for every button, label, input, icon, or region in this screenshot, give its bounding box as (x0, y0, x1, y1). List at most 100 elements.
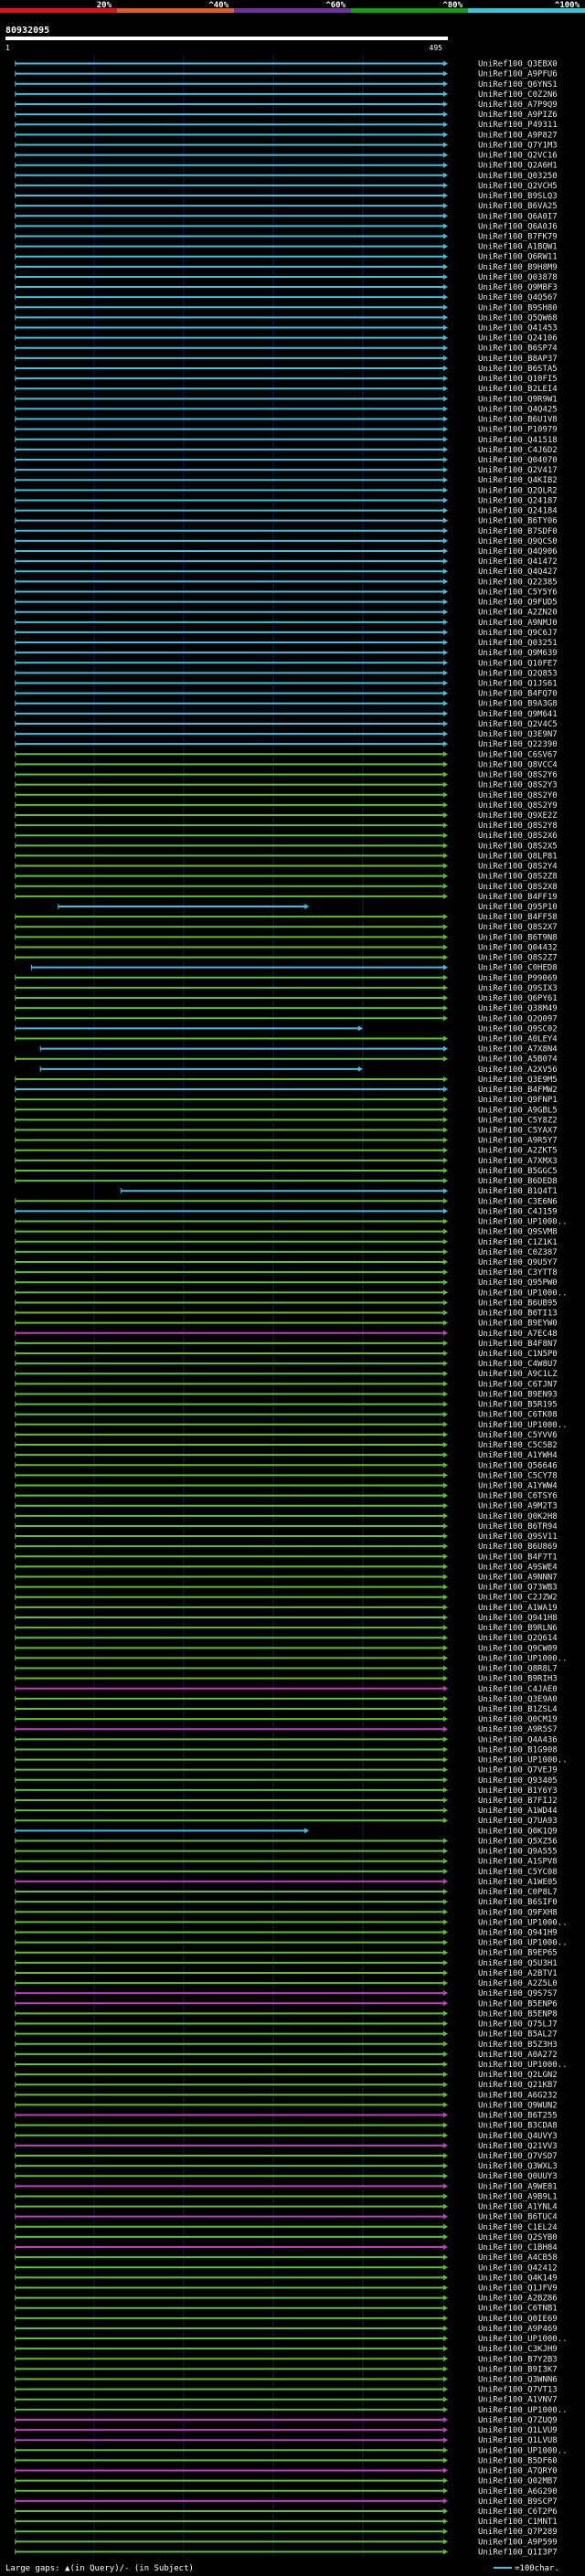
hit-id-label[interactable]: UniRef100_A9PFU6 (478, 70, 558, 80)
hit-id-label[interactable]: UniRef100_Q5XZ56 (478, 1837, 558, 1846)
hit-row[interactable]: UniRef100_C5YAX7 (15, 1127, 558, 1136)
hit-row[interactable]: UniRef100_C5Y5Y6 (15, 588, 558, 597)
hit-id-label[interactable]: UniRef100_Q4Q425 (478, 405, 558, 414)
hit-row[interactable]: UniRef100_B6U1V8 (15, 416, 558, 425)
hit-row[interactable]: UniRef100_Q10FE7 (15, 659, 558, 668)
hit-row[interactable]: UniRef100_Q2SYB0 (15, 2233, 558, 2242)
hit-row[interactable]: UniRef100_Q9R9W1 (15, 395, 558, 404)
hit-id-label[interactable]: UniRef100_A9GBL5 (478, 1106, 558, 1115)
hit-row[interactable]: UniRef100_UP1000.. (15, 1756, 568, 1765)
hit-row[interactable]: UniRef100_A9P599 (15, 2538, 558, 2547)
hit-row[interactable]: UniRef100_Q9XE2Z (15, 811, 558, 821)
hit-id-label[interactable]: UniRef100_Q3EBX0 (478, 60, 558, 69)
hit-row[interactable]: UniRef100_Q41472 (15, 557, 558, 567)
hit-row[interactable]: UniRef100_Q8S2Y9 (15, 801, 558, 811)
hit-row[interactable]: UniRef100_A9GBL5 (15, 1106, 558, 1115)
hit-id-label[interactable]: UniRef100_Q4Q906 (478, 547, 558, 557)
hit-id-label[interactable]: UniRef100_P10979 (478, 426, 558, 435)
hit-row[interactable]: UniRef100_Q41453 (15, 324, 558, 334)
hit-row[interactable]: UniRef100_Q4UVY3 (15, 2132, 558, 2141)
hit-row[interactable]: UniRef100_Q8S2X5 (15, 842, 558, 851)
hit-id-label[interactable]: UniRef100_B4F7T1 (478, 1553, 558, 1562)
hit-row[interactable]: UniRef100_B1G908 (15, 1745, 558, 1754)
hit-row[interactable]: UniRef100_Q2Q097 (15, 1014, 558, 1023)
hit-row[interactable]: UniRef100_Q24187 (15, 496, 558, 505)
hit-id-label[interactable]: UniRef100_C3E6N6 (478, 1197, 558, 1206)
hit-row[interactable]: UniRef100_Q9MBF3 (15, 283, 558, 292)
hit-row[interactable]: UniRef100_A9R5S7 (15, 1725, 558, 1734)
hit-id-label[interactable]: UniRef100_Q9FUD5 (478, 599, 558, 608)
hit-row[interactable]: UniRef100_A1YNL4 (15, 2203, 558, 2212)
hit-row[interactable]: UniRef100_C5Y8Z2 (15, 1116, 558, 1125)
hit-row[interactable]: UniRef100_Q7VSD7 (15, 2152, 558, 2161)
hit-id-label[interactable]: UniRef100_C0P8L7 (478, 1888, 558, 1897)
hit-id-label[interactable]: UniRef100_Q8LP81 (478, 852, 558, 861)
hit-id-label[interactable]: UniRef100_Q2V4C5 (478, 720, 558, 729)
hit-row[interactable]: UniRef100_Q9FXH8 (15, 1908, 558, 1917)
hit-id-label[interactable]: UniRef100_UP1000.. (478, 1918, 568, 1927)
hit-row[interactable]: UniRef100_Q9SC02 (15, 1024, 558, 1034)
hit-row[interactable]: UniRef100_A2XV56 (39, 1065, 558, 1075)
hit-id-label[interactable]: UniRef100_UP1000.. (478, 2446, 568, 2455)
hit-row[interactable]: UniRef100_B9EYW0 (15, 1320, 558, 1329)
hit-id-label[interactable]: UniRef100_B6TUC4 (478, 2213, 558, 2222)
hit-id-label[interactable]: UniRef100_UP1000.. (478, 1756, 568, 1765)
hit-row[interactable]: UniRef100_B4F7T1 (15, 1553, 558, 1562)
hit-row[interactable]: UniRef100_B9EP65 (15, 1949, 558, 1958)
hit-id-label[interactable]: UniRef100_Q7VEJ9 (478, 1766, 558, 1776)
hit-row[interactable]: UniRef100_B6DED8 (15, 1177, 558, 1186)
hit-id-label[interactable]: UniRef100_B5R195 (478, 1401, 558, 1410)
hit-row[interactable]: UniRef100_A1YWW4 (15, 1481, 558, 1490)
hit-id-label[interactable]: UniRef100_Q02MB7 (478, 2477, 558, 2486)
hit-id-label[interactable]: UniRef100_Q03878 (478, 273, 558, 282)
hit-row[interactable]: UniRef100_Q9SVM8 (15, 1228, 558, 1237)
hit-id-label[interactable]: UniRef100_Q3E9N7 (478, 730, 558, 739)
hit-id-label[interactable]: UniRef100_B6T255 (478, 2112, 558, 2121)
hit-row[interactable]: UniRef100_C1Z1K1 (15, 1238, 558, 1247)
hit-row[interactable]: UniRef100_A0A272 (15, 2051, 558, 2060)
hit-id-label[interactable]: UniRef100_A1WE05 (478, 1878, 558, 1887)
hit-id-label[interactable]: UniRef100_Q7ZUQ9 (478, 2416, 558, 2425)
hit-id-label[interactable]: UniRef100_Q941H8 (478, 1614, 558, 1623)
hit-row[interactable]: UniRef100_B9EN93 (15, 1390, 558, 1399)
hit-id-label[interactable]: UniRef100_B7FIJ2 (478, 1797, 558, 1806)
hit-row[interactable]: UniRef100_C4J6D2 (15, 446, 558, 455)
hit-row[interactable]: UniRef100_Q2LGN2 (15, 2071, 558, 2080)
hit-row[interactable]: UniRef100_Q38M49 (15, 1004, 558, 1013)
hit-id-label[interactable]: UniRef100_Q75LJ7 (478, 2020, 558, 2030)
hit-row[interactable]: UniRef100_Q22385 (15, 578, 558, 587)
hit-id-label[interactable]: UniRef100_Q9R9W1 (478, 395, 558, 404)
hit-id-label[interactable]: UniRef100_Q04070 (478, 456, 558, 465)
hit-id-label[interactable]: UniRef100_B4FF58 (478, 913, 558, 922)
hit-row[interactable]: UniRef100_UP1000.. (15, 1218, 568, 1227)
hit-id-label[interactable]: UniRef100_B9RIH3 (478, 1675, 558, 1684)
hit-id-label[interactable]: UniRef100_Q2LGN2 (478, 2071, 558, 2080)
hit-row[interactable]: UniRef100_Q95PW0 (15, 1278, 558, 1288)
hit-row[interactable]: UniRef100_Q8S2Y8 (15, 822, 558, 831)
hit-id-label[interactable]: UniRef100_B9RLN6 (478, 1624, 558, 1633)
hit-row[interactable]: UniRef100_Q95P10 (58, 903, 558, 912)
hit-row[interactable]: UniRef100_A4CB58 (15, 2253, 558, 2263)
hit-row[interactable]: UniRef100_C0HED8 (30, 964, 558, 973)
hit-id-label[interactable]: UniRef100_A2XV56 (478, 1065, 558, 1075)
hit-row[interactable]: UniRef100_Q9U5Y7 (15, 1258, 558, 1267)
hit-id-label[interactable]: UniRef100_Q04432 (478, 943, 558, 952)
hit-row[interactable]: UniRef100_A7QRY0 (15, 2467, 558, 2476)
hit-row[interactable]: UniRef100_Q5XZ56 (15, 1837, 558, 1846)
hit-row[interactable]: UniRef100_B6T9N8 (15, 933, 558, 942)
hit-id-label[interactable]: UniRef100_Q5U3H1 (478, 1959, 558, 1968)
hit-id-label[interactable]: UniRef100_A1VNV7 (478, 2396, 558, 2405)
hit-id-label[interactable]: UniRef100_C1Z1K1 (478, 1238, 558, 1247)
hit-row[interactable]: UniRef100_A2ZN20 (15, 609, 558, 618)
hit-id-label[interactable]: UniRef100_A9WE81 (478, 2182, 558, 2191)
hit-row[interactable]: UniRef100_A6G232 (15, 2091, 558, 2100)
hit-id-label[interactable]: UniRef100_C0Z2N6 (478, 90, 558, 100)
hit-id-label[interactable]: UniRef100_Q8S2X6 (478, 832, 558, 841)
hit-id-label[interactable]: UniRef100_A2ZN20 (478, 609, 558, 618)
hit-id-label[interactable]: UniRef100_Q8R8L7 (478, 1665, 558, 1674)
hit-id-label[interactable]: UniRef100_P99069 (478, 974, 558, 983)
hit-id-label[interactable]: UniRef100_B6SP74 (478, 345, 558, 354)
hit-row[interactable]: UniRef100_Q8S2Y6 (15, 771, 558, 780)
hit-id-label[interactable]: UniRef100_Q3WNN6 (478, 2376, 558, 2385)
hit-row[interactable]: UniRef100_Q2A6H1 (15, 162, 558, 171)
